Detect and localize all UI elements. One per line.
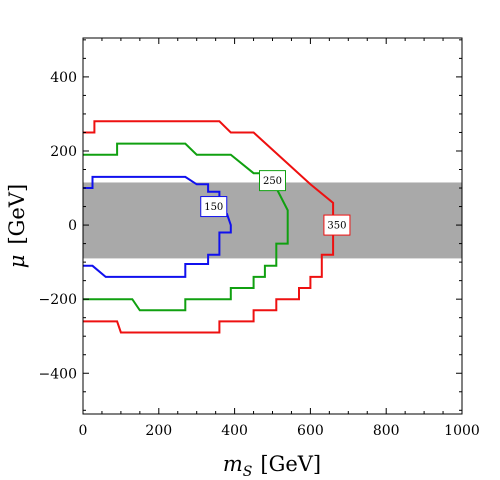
x-axis-symbol: m bbox=[223, 452, 243, 476]
contour-label-350: 350 bbox=[323, 214, 351, 236]
x-tick-label: 200 bbox=[145, 423, 172, 439]
y-tick-label: 0 bbox=[68, 218, 77, 234]
shaded-band bbox=[83, 182, 462, 259]
contour-line-250 bbox=[83, 142, 289, 312]
contour-line-350 bbox=[83, 120, 335, 334]
x-axis-unit: [GeV] bbox=[260, 452, 321, 476]
ticks: 0 200 400 600 800 1000 −400 −200 0 200 400 bbox=[39, 38, 480, 439]
plot-frame bbox=[82, 37, 463, 415]
x-tick-label: 400 bbox=[221, 423, 248, 439]
contour-labels: 150 250 350 bbox=[200, 170, 351, 236]
contour-line-150 bbox=[83, 175, 232, 278]
contour-label-text: 150 bbox=[204, 202, 223, 213]
x-tick-label: 1000 bbox=[444, 423, 480, 439]
x-tick-label: 600 bbox=[297, 423, 324, 439]
contour-label-text: 350 bbox=[327, 221, 346, 232]
x-tick-label: 800 bbox=[373, 423, 400, 439]
y-tick-label: −200 bbox=[39, 292, 77, 308]
y-axis-symbol: μ bbox=[5, 255, 29, 269]
y-tick-label: 400 bbox=[50, 70, 77, 86]
y-axis-unit: [GeV] bbox=[5, 184, 29, 245]
contour-label-box bbox=[200, 196, 228, 218]
contour-label-150: 150 bbox=[200, 196, 228, 218]
x-axis-title: mS [GeV] bbox=[223, 452, 321, 480]
y-tick-label: −400 bbox=[39, 366, 77, 382]
y-axis-title: μ [GeV] bbox=[5, 184, 29, 268]
y-tick-label: 200 bbox=[50, 144, 77, 160]
contour-label-250: 250 bbox=[259, 170, 286, 192]
contour-label-text: 250 bbox=[263, 176, 282, 187]
contour-label-box bbox=[323, 214, 351, 236]
x-axis-subscript: S bbox=[243, 464, 253, 480]
x-tick-label: 0 bbox=[79, 423, 88, 439]
series-layer bbox=[83, 120, 335, 334]
contour-label-box bbox=[259, 170, 286, 192]
